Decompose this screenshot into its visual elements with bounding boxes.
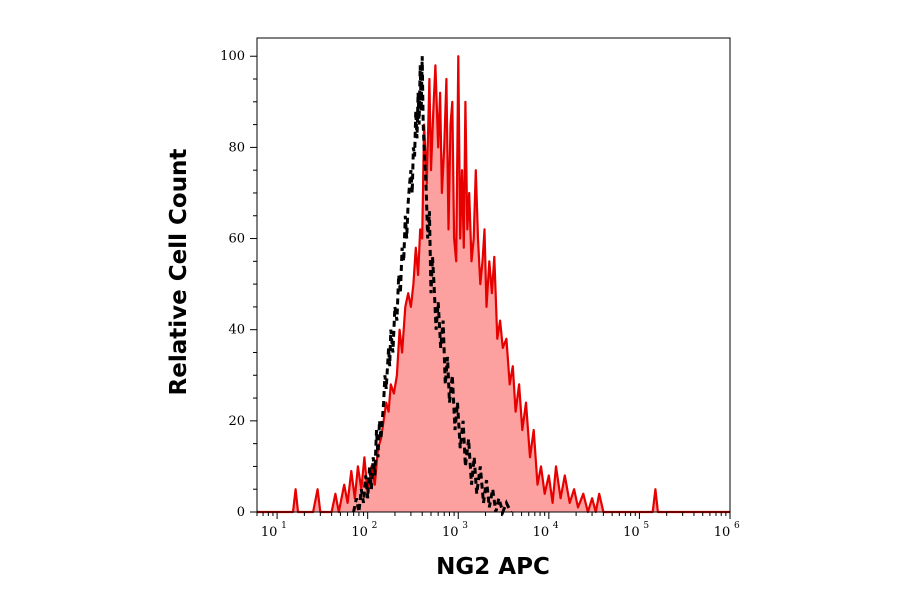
- x-axis-title: NG2 APC: [436, 554, 550, 580]
- x-tick-exponent-3: 4: [553, 521, 559, 531]
- y-tick-label-2: 40: [228, 323, 245, 338]
- y-tick-label-4: 80: [228, 140, 245, 155]
- plot-frame: [256, 37, 731, 513]
- x-tick-label-4: 10: [623, 525, 640, 540]
- x-tick-exponent-5: 6: [734, 521, 740, 531]
- x-tick-exponent-1: 2: [372, 521, 378, 531]
- series-layer: [257, 55, 730, 517]
- series-0-line: [257, 55, 730, 514]
- x-tick-exponent-0: 1: [281, 521, 287, 531]
- x-tick-label-1: 10: [351, 525, 368, 540]
- x-tick-exponent-2: 3: [462, 521, 468, 531]
- x-tick-label-2: 10: [442, 525, 459, 540]
- y-axis: 0 20 40 60 80 100: [220, 49, 257, 520]
- x-tick-exponent-4: 5: [643, 521, 649, 531]
- x-axis: 10 1 10 2 10 3 10 4 10 5 10 6: [256, 512, 740, 540]
- series-1-line: [352, 56, 513, 517]
- y-tick-label-3: 60: [228, 232, 245, 247]
- y-tick-label-0: 0: [237, 505, 245, 520]
- x-tick-label-3: 10: [533, 525, 550, 540]
- x-tick-label-5: 10: [714, 525, 731, 540]
- y-axis-title: Relative Cell Count: [166, 149, 192, 396]
- x-tick-label-0: 10: [261, 525, 278, 540]
- y-tick-label-1: 20: [228, 414, 245, 429]
- y-tick-label-5: 100: [220, 49, 245, 64]
